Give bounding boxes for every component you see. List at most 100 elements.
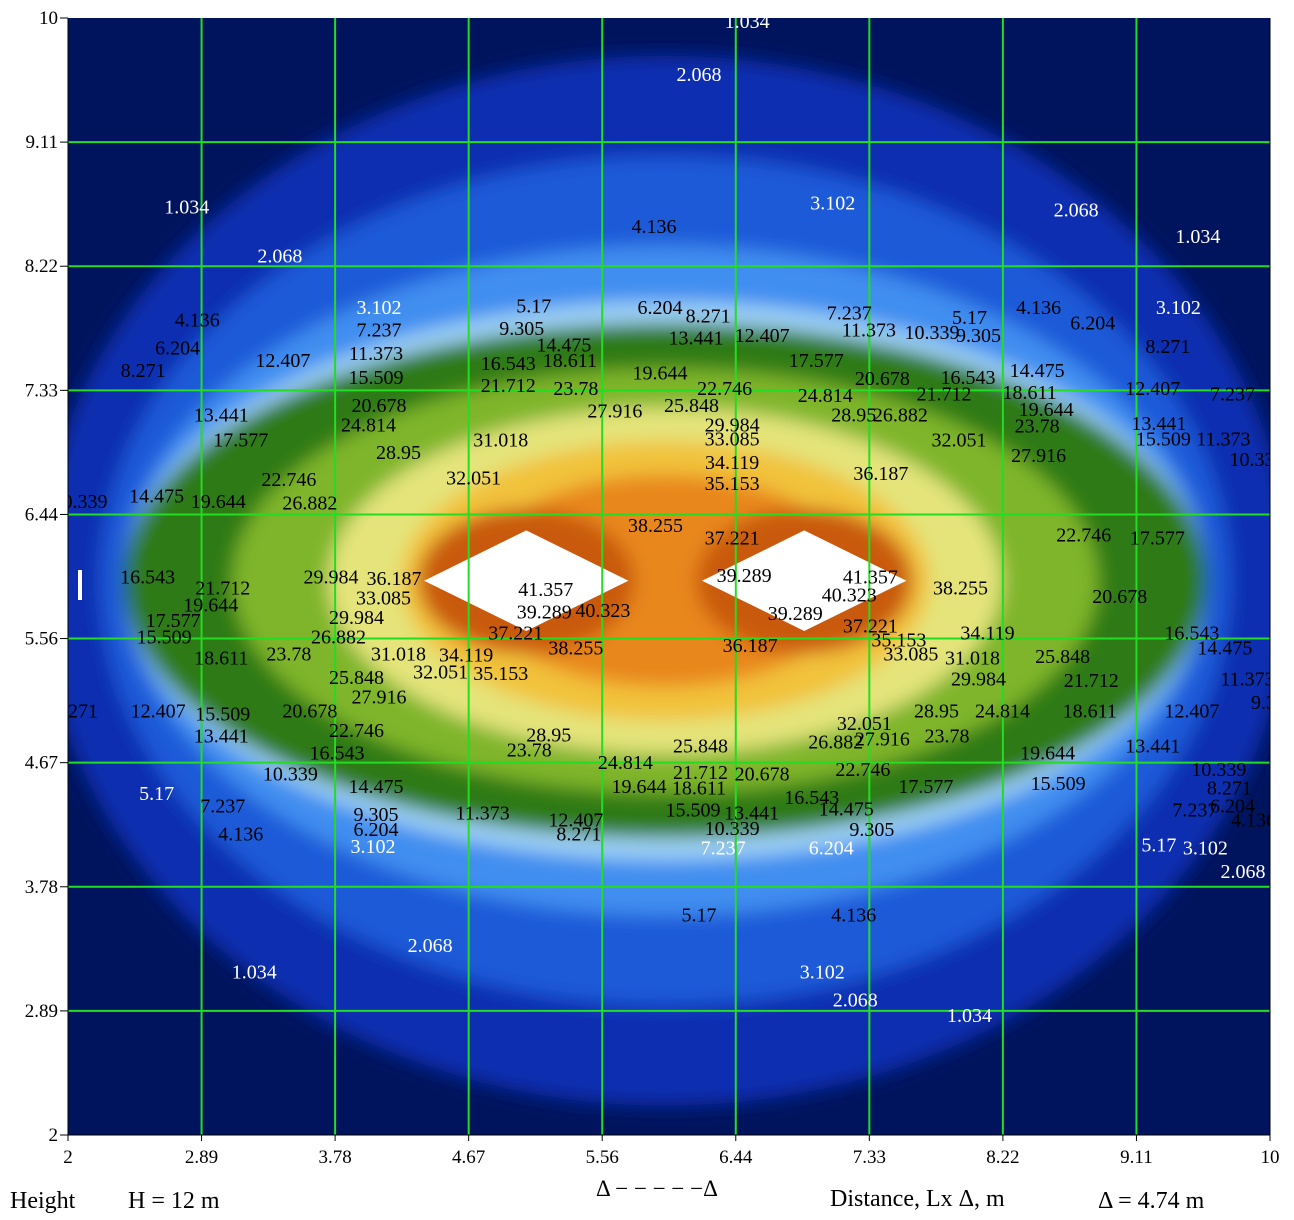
contour-bands: [68, 55, 1270, 1106]
x-tick-label: 4.67: [452, 1147, 485, 1168]
contour-label: 16.543: [784, 787, 839, 809]
contour-label: 4.136: [175, 310, 220, 332]
contour-label: 2.068: [408, 935, 453, 957]
grid-lines: [68, 18, 1270, 1135]
contour-label: 28.95: [526, 724, 571, 746]
contour-label: 10.33: [1229, 449, 1274, 471]
contour-label: 17.577: [146, 610, 201, 632]
contour-label: 4.136: [631, 216, 676, 238]
x-tick-label: 7.33: [853, 1147, 886, 1168]
contour-label: 19.644: [1020, 742, 1075, 764]
contour-label: 22.746: [329, 720, 384, 742]
contour-label: 2.068: [1054, 199, 1099, 221]
contour-label: 21.712: [195, 578, 250, 600]
contour-label: 24.814: [975, 701, 1030, 723]
contour-label: 18.611: [1063, 701, 1117, 723]
contour-label: 10.339: [53, 491, 108, 513]
contour-label: 24.814: [598, 752, 653, 774]
contour-label: 12.407: [131, 701, 186, 723]
contour-label: 20.678: [735, 763, 790, 785]
contour-label: 26.882: [282, 492, 337, 514]
contour-label: 19.644: [632, 363, 687, 385]
contour-label: 31.018: [371, 643, 426, 665]
contour-label: 2.068: [257, 245, 302, 267]
contour-label: 14.475: [536, 335, 591, 357]
y-tick-label: 2.89: [25, 1001, 58, 1022]
contour-label: 15.509: [1136, 428, 1191, 450]
contour-label: 37.221: [488, 622, 543, 644]
contour-label: 28.95: [914, 701, 959, 723]
contour-plot: 2 2.89 3.78 4.67 5.56 6.44 7.33 8.22 9.11 10 10 9.1…: [25, 8, 1286, 1168]
x-tick-label: 2: [63, 1147, 73, 1168]
contour-label: 31.018: [473, 430, 528, 452]
contour-label: 32.051: [413, 661, 468, 683]
y-tick-label: 2: [49, 1125, 59, 1146]
contour-label: 19.644: [1019, 399, 1074, 421]
contour-label: 15.509: [195, 703, 250, 725]
contour-label: 35.153: [473, 663, 528, 685]
contour-label: 22.746: [835, 759, 890, 781]
delta-value: Δ = 4.74 m: [1098, 1188, 1205, 1214]
x-tick-label: 3.78: [318, 1147, 351, 1168]
contour-label: 4.136: [1016, 297, 1061, 319]
contour-label: 10.339: [904, 322, 959, 344]
y-tick-label: 8.22: [25, 256, 58, 277]
contour-label: 5.17: [516, 296, 551, 318]
contour-label: 15.509: [349, 367, 404, 389]
contour-label: 12.407: [1125, 378, 1180, 400]
contour-label: 33.085: [883, 643, 938, 665]
contour-label: 16.543: [940, 367, 995, 389]
contour-label: 23.78: [266, 643, 311, 665]
peak-diamond-1: [702, 530, 907, 631]
contour-label: 21.712: [1064, 670, 1119, 692]
x-tick-label: 5.56: [586, 1147, 619, 1168]
contour-label: 26.882: [808, 731, 863, 753]
contour-label: 37.221: [705, 527, 760, 549]
contour-label: 16.543: [1164, 622, 1219, 644]
height-label: Height: [10, 1188, 76, 1214]
contour-label: 13.441: [724, 802, 779, 824]
contour-label: 26.882: [311, 627, 366, 649]
contour-label: 19.644: [183, 594, 238, 616]
contour-label: 20.678: [352, 395, 407, 417]
contour-label: 1.034: [164, 196, 209, 218]
contour-label: 37.221: [843, 615, 898, 637]
contour-label: 24.814: [341, 414, 396, 436]
contour-label: 41.357: [843, 567, 898, 589]
contour-label: 9.30: [1251, 692, 1286, 714]
contour-label: 27.916: [855, 728, 910, 750]
contour-label: 12.407: [1164, 701, 1219, 723]
contour-label: 8.271: [686, 305, 731, 327]
contour-label: 12.407: [548, 809, 603, 831]
contour-label: 4.136: [218, 823, 263, 845]
contour-label: 23.78: [1015, 416, 1060, 438]
contour-label: 17.577: [1130, 527, 1185, 549]
contour-label: 4.136: [831, 904, 876, 926]
contour-label: 16.543: [120, 567, 175, 589]
distance-label: Distance, Lx Δ, m: [830, 1186, 1005, 1212]
contour-label: 6.204: [1070, 312, 1115, 334]
contour-label: 25.848: [1035, 646, 1090, 668]
contour-label: 1.034: [1175, 226, 1220, 248]
contour-label: 18.611: [543, 350, 597, 372]
contour-label: 9.305: [499, 318, 544, 340]
x-tick-label: 2.89: [185, 1147, 218, 1168]
contour-label: 17.577: [898, 776, 953, 798]
distance-marker: Δ − − − − −Δ: [596, 1176, 718, 1201]
contour-label: 9.305: [956, 325, 1001, 347]
contour-label: 1.034: [947, 1005, 992, 1027]
contour-label: 34.119: [960, 622, 1014, 644]
y-tick-label: 7.33: [25, 380, 58, 401]
contour-label: 20.678: [282, 701, 337, 723]
contour-label: 13.441: [194, 405, 249, 427]
contour-label: 12.407: [735, 325, 790, 347]
contour-label: 10.339: [263, 763, 318, 785]
contour-label: 2.068: [833, 990, 878, 1012]
contour-label: 13.441: [669, 328, 724, 350]
contour-label: 33.085: [705, 428, 760, 450]
contour-label: 34.119: [705, 452, 759, 474]
contour-label: 14.475: [1197, 638, 1252, 660]
contour-label: 36.187: [723, 635, 778, 657]
x-tick-label: 8.22: [986, 1147, 1019, 1168]
contour-label: 32.051: [837, 713, 892, 735]
